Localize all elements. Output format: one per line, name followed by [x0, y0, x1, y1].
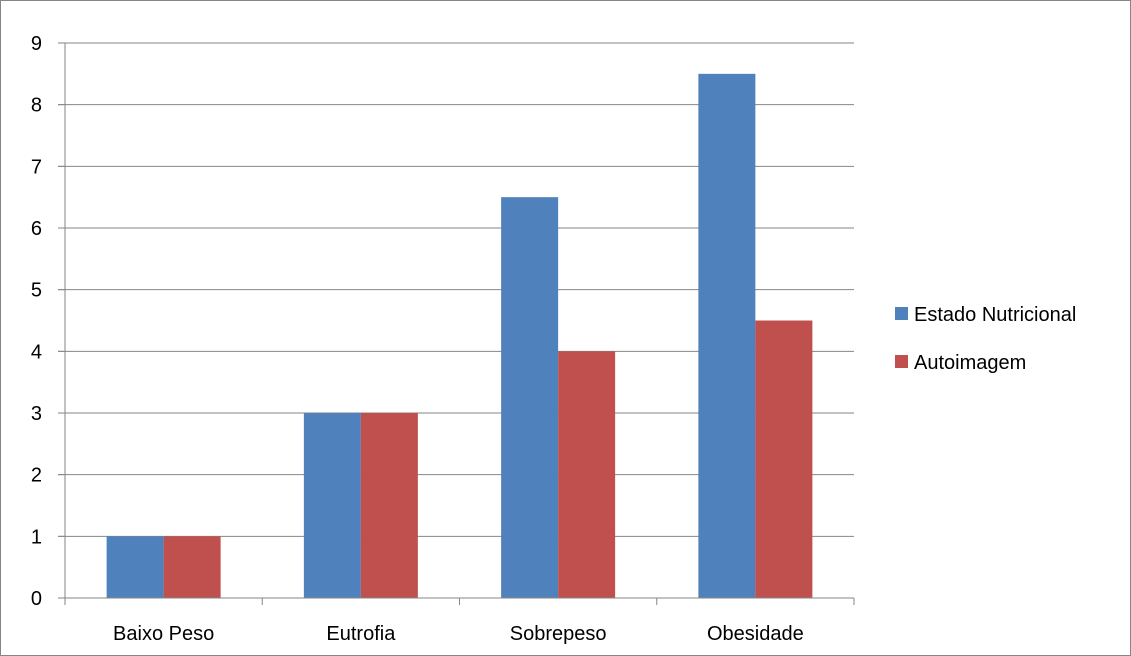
x-tick-label: Baixo Peso: [113, 623, 214, 645]
legend: Estado Nutricional Autoimagem: [895, 304, 1076, 374]
bar: [558, 351, 616, 598]
y-tick-label: 4: [31, 341, 42, 363]
y-tick-label: 5: [31, 280, 42, 302]
bar: [163, 536, 221, 598]
x-axis-labels: Baixo Peso Eutrofia Sobrepeso Obesidade: [113, 623, 804, 645]
x-tick-label: Eutrofia: [326, 623, 396, 645]
bar: [360, 413, 418, 598]
x-tick-label: Obesidade: [707, 623, 804, 645]
y-axis-labels: 0 1 2 3 4 5 6 7 8 9: [31, 33, 42, 610]
y-tick-label: 3: [31, 403, 42, 425]
x-tick-label: Sobrepeso: [510, 623, 607, 645]
legend-swatch: [895, 307, 908, 320]
legend-swatch: [895, 355, 908, 368]
legend-label: Estado Nutricional: [914, 304, 1076, 326]
y-tick-label: 6: [31, 218, 42, 240]
y-tick-label: 7: [31, 156, 42, 178]
legend-label: Autoimagem: [914, 352, 1026, 374]
y-tick-label: 1: [31, 526, 42, 548]
y-tick-label: 8: [31, 95, 42, 117]
bars: [106, 73, 813, 599]
bar: [698, 73, 756, 599]
axes: [58, 42, 855, 605]
y-tick-label: 9: [31, 33, 42, 55]
bar: [303, 413, 361, 598]
bar: [755, 320, 813, 598]
bar: [501, 197, 559, 598]
bar: [106, 536, 164, 598]
y-tick-label: 2: [31, 465, 42, 487]
y-tick-label: 0: [31, 588, 42, 610]
